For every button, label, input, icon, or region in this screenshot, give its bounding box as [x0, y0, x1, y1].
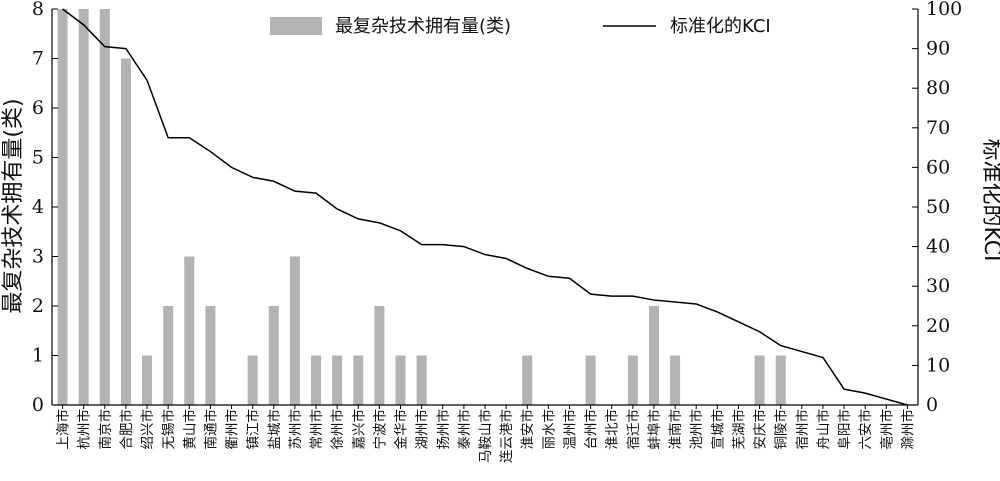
- bar: [205, 306, 216, 405]
- category-label: 安庆市: [752, 409, 769, 450]
- y-axis-label-left: 最复杂技术拥有量(类): [1, 98, 26, 313]
- category-label: 滁州市: [899, 409, 916, 450]
- category-label: 马鞍山市: [477, 409, 494, 463]
- category-label: 温州市: [561, 409, 578, 450]
- right-tick-label: 100: [926, 0, 962, 20]
- category-label: 苏州市: [287, 409, 304, 450]
- category-label: 铜陵市: [773, 409, 790, 450]
- category-label: 常州市: [308, 409, 325, 450]
- left-tick-label: 6: [32, 97, 44, 119]
- y-axis-label-right: 标准化的KCI: [979, 138, 1000, 261]
- right-tick-label: 80: [926, 77, 950, 99]
- category-label: 杭州市: [76, 409, 93, 450]
- right-tick-label: 20: [926, 315, 950, 337]
- bar: [120, 58, 131, 405]
- category-label: 衢州市: [224, 409, 241, 450]
- category-label: 阜阳市: [836, 409, 853, 450]
- bar: [142, 355, 153, 405]
- category-label: 芜湖市: [730, 409, 747, 450]
- category-label: 宿迁市: [625, 409, 642, 450]
- left-tick-label: 1: [32, 345, 44, 367]
- category-label: 丽水市: [540, 409, 557, 450]
- bars-layer: [57, 9, 786, 405]
- category-label: 镇江市: [245, 409, 262, 450]
- category-label: 泰州市: [456, 409, 473, 450]
- category-label: 黄山市: [181, 409, 198, 450]
- bar: [289, 256, 300, 405]
- left-tick-label: 8: [32, 0, 44, 20]
- category-label: 宁波市: [371, 409, 388, 450]
- bar: [247, 355, 258, 405]
- right-tick-label: 50: [926, 196, 950, 218]
- left-tick-label: 7: [32, 48, 44, 70]
- right-tick-label: 70: [926, 117, 950, 139]
- category-label: 舟山市: [815, 409, 832, 450]
- axes: [51, 9, 919, 406]
- bar: [57, 9, 68, 405]
- category-label: 淮安市: [519, 409, 536, 450]
- legend-bar-swatch: [270, 17, 322, 35]
- legend-bar-label: 最复杂技术拥有量(类): [335, 16, 511, 37]
- left-tick-label: 5: [32, 147, 44, 169]
- category-label: 盐城市: [266, 409, 283, 450]
- bar: [395, 355, 406, 405]
- legend: 最复杂技术拥有量(类) 标准化的KCI: [270, 16, 771, 37]
- category-label: 淮南市: [667, 409, 684, 450]
- right-tick-label: 90: [926, 38, 950, 60]
- bar: [648, 306, 659, 405]
- category-label: 金华市: [393, 409, 410, 450]
- left-tick-label: 3: [32, 246, 44, 268]
- category-label: 池州市: [688, 409, 705, 450]
- category-label: 南通市: [202, 409, 219, 450]
- left-tick-label: 4: [32, 196, 44, 218]
- category-label: 合肥市: [118, 409, 135, 450]
- line-layer: [62, 8, 908, 406]
- bar: [268, 306, 279, 405]
- bar: [353, 355, 364, 405]
- category-labels: 上海市 杭州市 南京市 合肥市 绍兴市 无锡市 黄山市 南通市 衢州市 镇江市 盐城市 苏州市 常州市徐…: [55, 405, 916, 463]
- right-tick-label: 10: [926, 354, 950, 376]
- left-tick-label: 0: [32, 394, 44, 416]
- category-label: 绍兴市: [139, 409, 156, 450]
- category-label: 淮北市: [604, 409, 621, 450]
- bar: [670, 355, 681, 405]
- bar: [78, 9, 89, 405]
- bar: [775, 355, 786, 405]
- category-label: 上海市: [55, 409, 72, 450]
- left-tick-label: 2: [32, 295, 44, 317]
- bar: [522, 355, 533, 405]
- category-label: 六安市: [857, 409, 874, 450]
- bar: [99, 9, 110, 405]
- category-label: 台州市: [583, 409, 600, 450]
- category-label: 宿州市: [794, 409, 811, 450]
- bar: [627, 355, 638, 405]
- category-label: 连云港市: [498, 409, 515, 463]
- right-tick-label: 0: [926, 394, 938, 416]
- category-label: 嘉兴市: [350, 409, 367, 450]
- right-axis-ticks: 0 10 20 30 40 50 60 70 80 90 100: [912, 0, 962, 416]
- bar: [184, 256, 195, 405]
- category-label: 扬州市: [435, 409, 452, 450]
- bar: [374, 306, 385, 405]
- category-label: 南京市: [97, 409, 114, 450]
- category-label: 蚌埠市: [646, 409, 663, 450]
- category-label: 徐州市: [329, 409, 346, 450]
- category-label: 宣城市: [709, 409, 726, 450]
- bar: [311, 355, 322, 405]
- bar: [754, 355, 765, 405]
- bar: [332, 355, 343, 405]
- kci-line: [62, 8, 908, 406]
- bar: [416, 355, 427, 405]
- category-label: 湖州市: [414, 409, 431, 450]
- legend-line-label: 标准化的KCI: [670, 16, 771, 37]
- category-label: 无锡市: [160, 409, 177, 450]
- right-tick-label: 60: [926, 156, 950, 178]
- bar: [585, 355, 596, 405]
- bar: [163, 306, 174, 405]
- left-axis-ticks: 0 1 2 3 4 5 6 7 8: [32, 0, 58, 416]
- right-tick-label: 30: [926, 275, 950, 297]
- category-label: 亳州市: [878, 409, 895, 450]
- right-tick-label: 40: [926, 236, 950, 258]
